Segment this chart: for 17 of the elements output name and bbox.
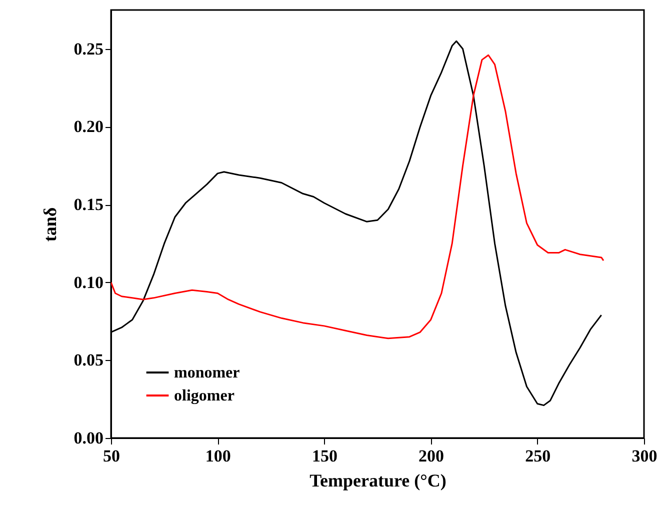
x-tick-label: 50: [103, 446, 120, 466]
line-series: [111, 54, 604, 340]
y-tick-label: 0.00: [74, 428, 104, 448]
y-tick-label: 0.05: [74, 350, 104, 370]
y-tick-label: 0.20: [74, 117, 104, 136]
x-tick-label: 100: [205, 446, 231, 466]
y-tick-label: 0.25: [74, 39, 104, 58]
x-tick-label: 200: [418, 446, 444, 466]
y-tick-label: 0.10: [74, 272, 104, 292]
x-tick-label: 250: [525, 446, 551, 466]
y-axis-title: tanδ: [40, 207, 60, 242]
legend-label: monomer: [174, 364, 240, 382]
y-tick-label: 0.15: [74, 195, 104, 214]
x-tick-label: 150: [312, 446, 338, 466]
x-axis-title: Temperature (°C): [310, 470, 446, 490]
x-tick-label: 300: [632, 446, 658, 466]
legend-label: oligomer: [174, 388, 234, 404]
